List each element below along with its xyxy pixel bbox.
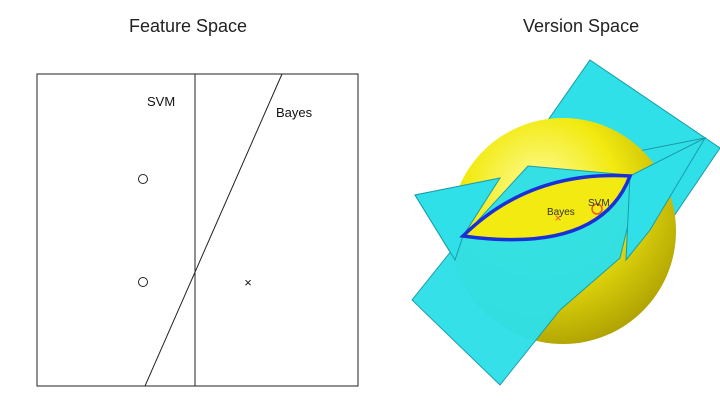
version-space-title: Version Space [523,16,640,36]
circle-point-lower [138,277,148,287]
circle-point-upper [138,174,148,184]
cyan-plane-right-wing [625,136,707,262]
bayes-marker: × [554,211,561,225]
feature-space-frame [36,73,359,387]
svm-label: SVM [147,94,175,109]
feature-space-panel: SVM Bayes × [36,73,359,387]
vs-svm-label: SVM [588,198,610,209]
version-space-panel: × SVM Bayes [411,59,720,386]
svm-marker [591,203,603,215]
bayes-boundary-line [144,73,283,387]
intersection-outline [459,173,633,242]
vs-bayes-label: Bayes [547,207,575,218]
cross-point: × [244,275,252,290]
bayes-label: Bayes [276,105,313,120]
feature-space-title: Feature Space [129,16,248,36]
